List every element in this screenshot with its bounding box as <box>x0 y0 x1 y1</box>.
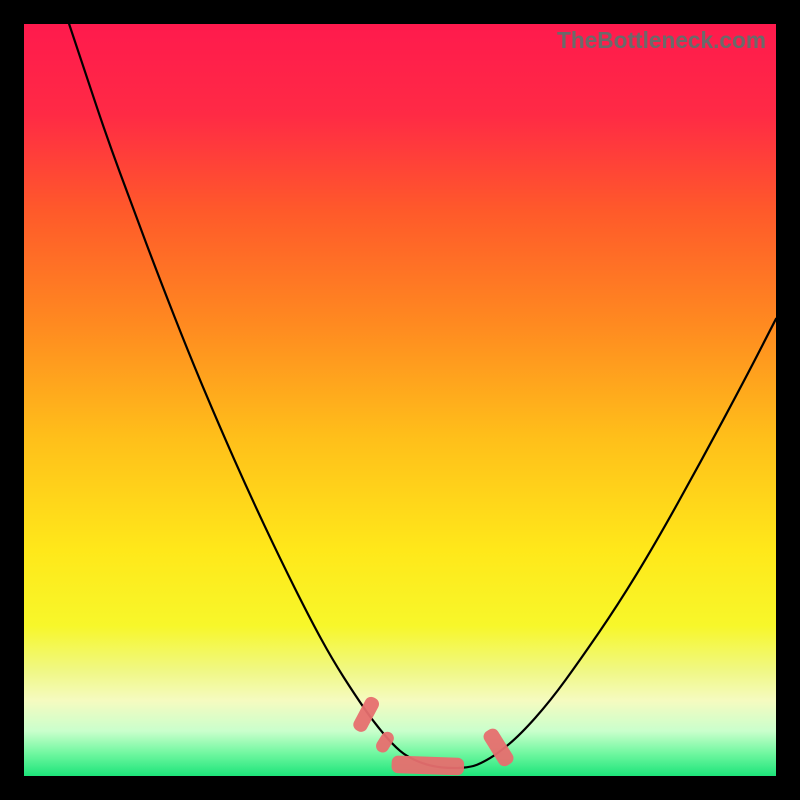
plot-area <box>24 24 776 776</box>
curve-layer <box>24 24 776 776</box>
curve-marker-2 <box>392 756 464 775</box>
outer-frame: TheBottleneck.com <box>0 0 800 800</box>
bottleneck-curve <box>69 24 776 768</box>
curve-marker-3 <box>482 727 515 768</box>
curve-marker-1 <box>374 730 395 754</box>
curve-marker-0 <box>352 695 381 733</box>
watermark-text: TheBottleneck.com <box>557 27 766 54</box>
